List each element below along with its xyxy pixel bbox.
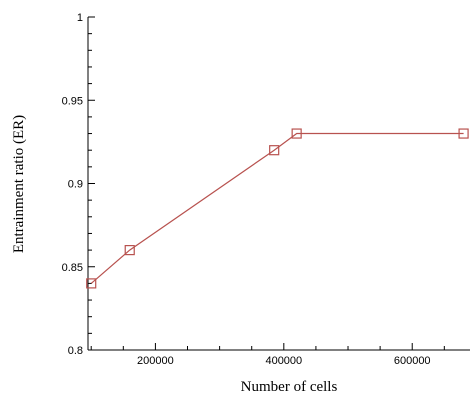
y-tick-label: 0.85 [62, 262, 83, 274]
y-tick-label: 0.8 [68, 345, 83, 357]
ticks: 0.8 0.85 0.9 0.95 1 200000 400000 600000 [62, 12, 445, 367]
x-axis-label: Number of cells [241, 379, 338, 395]
axes [87, 17, 470, 351]
x-tick-label: 400000 [265, 355, 302, 367]
data-point-marker [86, 278, 97, 289]
plot-area [86, 128, 469, 289]
data-point-marker [269, 145, 280, 156]
y-axis-label: Entrainment ratio (ER) [11, 115, 27, 253]
series-line [90, 132, 464, 284]
data-point-marker [291, 128, 302, 139]
y-tick-label: 0.9 [68, 179, 83, 191]
data-point-marker [124, 245, 135, 256]
x-tick-label: 200000 [137, 355, 174, 367]
data-point-marker [458, 128, 469, 139]
y-tick-label: 1 [77, 12, 83, 24]
y-tick-label: 0.95 [62, 95, 83, 107]
x-tick-label: 600000 [394, 355, 431, 367]
